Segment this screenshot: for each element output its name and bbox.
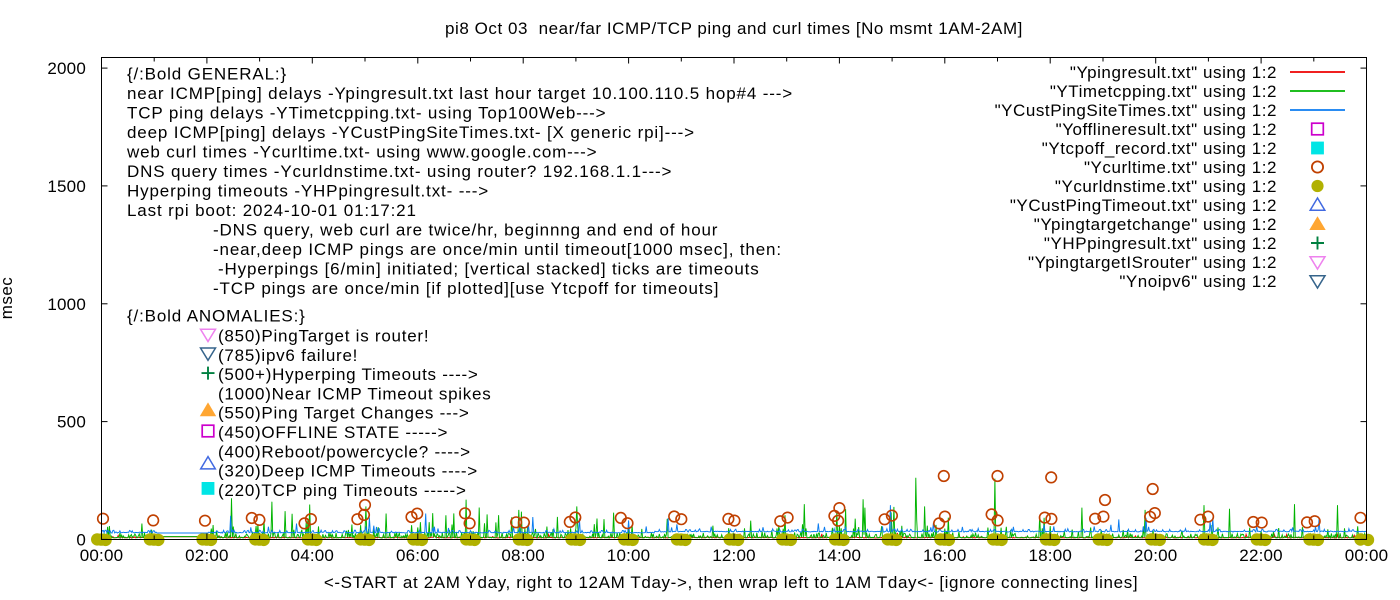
svg-text:"YCustPingSiteTimes.txt" using: "YCustPingSiteTimes.txt" using 1:2 [995,101,1277,120]
svg-text:20:00: 20:00 [1134,546,1178,565]
svg-text:02:00: 02:00 [185,546,229,565]
svg-text:(550)Ping Target Changes --->: (550)Ping Target Changes ---> [218,404,470,423]
svg-text:-Hyperpings [6/min] initiated;: -Hyperpings [6/min] initiated; [vertical… [218,260,760,279]
svg-text:12:00: 12:00 [712,546,756,565]
svg-text:{/:Bold ANOMALIES:}: {/:Bold ANOMALIES:} [127,307,306,326]
svg-text:10:00: 10:00 [607,546,651,565]
svg-text:"Ypingresult.txt" using 1:2: "Ypingresult.txt" using 1:2 [1070,63,1277,82]
svg-text:"YTimetcpping.txt" using 1:2: "YTimetcpping.txt" using 1:2 [1050,82,1277,101]
svg-text:"Ytcpoff_record.txt" using 1:2: "Ytcpoff_record.txt" using 1:2 [1042,139,1277,158]
svg-text:08:00: 08:00 [501,546,545,565]
svg-text:msec: msec [0,277,16,319]
svg-text:1000: 1000 [47,295,86,314]
svg-text:"YCustPingTimeout.txt" using 1: "YCustPingTimeout.txt" using 1:2 [1010,196,1277,215]
svg-text:16:00: 16:00 [923,546,967,565]
svg-text:500: 500 [57,413,86,432]
svg-text:"Ynoipv6" using 1:2: "Ynoipv6" using 1:2 [1119,272,1277,291]
svg-text:00:00: 00:00 [80,546,124,565]
svg-text:Last rpi boot: 2024-10-01 01:1: Last rpi boot: 2024-10-01 01:17:21 [127,201,417,220]
svg-text:22:00: 22:00 [1239,546,1283,565]
svg-text:"YHPpingresult.txt" using 1:2: "YHPpingresult.txt" using 1:2 [1044,234,1277,253]
svg-text:(320)Deep ICMP Timeouts ---->: (320)Deep ICMP Timeouts ----> [218,462,478,481]
svg-text:(450)OFFLINE STATE ----->: (450)OFFLINE STATE -----> [218,423,448,442]
svg-text:(500+)Hyperping Timeouts ---->: (500+)Hyperping Timeouts ----> [218,365,479,384]
svg-text:(400)Reboot/powercycle? ---->: (400)Reboot/powercycle? ----> [218,442,471,461]
svg-text:{/:Bold GENERAL:}: {/:Bold GENERAL:} [127,65,287,84]
svg-text:near ICMP[ping] delays -Ypingr: near ICMP[ping] delays -Ypingresult.txt … [127,84,793,103]
svg-text:(850)PingTarget is router!: (850)PingTarget is router! [218,327,429,346]
svg-text:TCP ping delays -YTimetcpping.: TCP ping delays -YTimetcpping.txt- using… [127,104,606,123]
svg-text:"Yofflineresult.txt" using 1:2: "Yofflineresult.txt" using 1:2 [1056,120,1277,139]
svg-text:-TCP pings are once/min [if pl: -TCP pings are once/min [if plotted][use… [213,279,719,298]
svg-text:-DNS query, web curl are twice: -DNS query, web curl are twice/hr, begin… [213,221,718,240]
svg-text:"Ypingtargetchange" using 1:2: "Ypingtargetchange" using 1:2 [1034,215,1277,234]
svg-text:pi8 Oct 03 near/far ICMP/TCP: pi8 Oct 03 near/far ICMP/TCP ping and cu… [445,19,1023,38]
svg-text:"Ycurldnstime.txt" using 1:2: "Ycurldnstime.txt" using 1:2 [1055,177,1277,196]
svg-text:1500: 1500 [47,177,86,196]
svg-text:06:00: 06:00 [396,546,440,565]
svg-text:deep ICMP[ping] delays -YCustP: deep ICMP[ping] delays -YCustPingSiteTim… [127,123,695,142]
svg-text:2000: 2000 [47,59,86,78]
svg-text:00:00: 00:00 [1345,546,1389,565]
svg-text:web curl times -Ycurltime.txt-: web curl times -Ycurltime.txt- using www… [126,143,597,162]
svg-text:0: 0 [76,530,86,549]
svg-text:Hyperping timeouts -YHPpingres: Hyperping timeouts -YHPpingresult.txt- -… [127,182,489,201]
svg-text:(220)TCP ping Timeouts ----->: (220)TCP ping Timeouts -----> [218,481,467,500]
svg-text:DNS query times -Ycurldnstime.: DNS query times -Ycurldnstime.txt- using… [127,162,672,181]
svg-text:14:00: 14:00 [818,546,862,565]
svg-text:"YpingtargetISrouter" using 1:: "YpingtargetISrouter" using 1:2 [1028,253,1277,272]
svg-text:(1000)Near ICMP Timeout spikes: (1000)Near ICMP Timeout spikes [218,384,492,403]
svg-text:04:00: 04:00 [291,546,335,565]
svg-text:-near,deep ICMP pings are once: -near,deep ICMP pings are once/min until… [213,240,782,259]
svg-text:<-START at 2AM Yday, right to: <-START at 2AM Yday, right to 12AM Tday-… [324,573,1138,592]
svg-text:(785)ipv6 failure!: (785)ipv6 failure! [218,346,358,365]
svg-text:18:00: 18:00 [1028,546,1072,565]
svg-text:"Ycurltime.txt" using 1:2: "Ycurltime.txt" using 1:2 [1084,158,1277,177]
